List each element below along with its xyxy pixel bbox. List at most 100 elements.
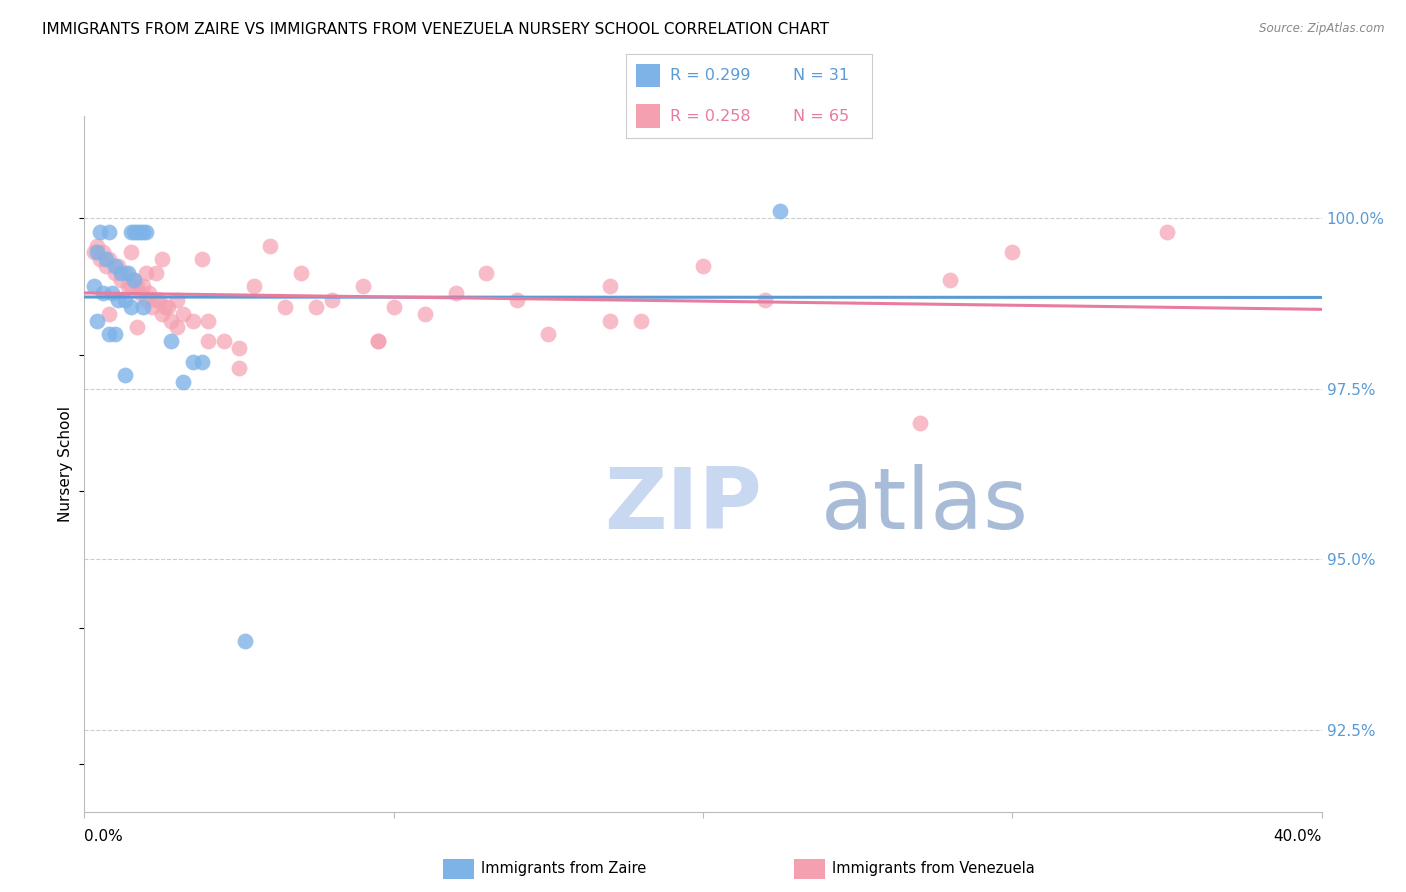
Point	[104, 259, 127, 273]
Point	[506, 293, 529, 307]
Point	[132, 279, 155, 293]
Point	[145, 266, 167, 280]
Text: Immigrants from Zaire: Immigrants from Zaire	[481, 862, 647, 876]
Point	[91, 286, 114, 301]
Point	[228, 361, 250, 376]
Point	[228, 341, 250, 355]
Point	[321, 293, 343, 307]
Point	[135, 266, 157, 280]
Point	[367, 334, 389, 348]
Point	[908, 416, 931, 430]
Point	[141, 300, 163, 314]
Point	[243, 279, 266, 293]
Point	[181, 354, 204, 368]
Point	[122, 273, 145, 287]
Point	[132, 300, 155, 314]
Point	[86, 238, 108, 252]
Point	[259, 238, 281, 252]
Point	[160, 313, 183, 327]
Point	[599, 313, 621, 327]
Point	[537, 327, 560, 342]
Text: 40.0%: 40.0%	[1274, 829, 1322, 844]
Point	[156, 300, 179, 314]
Point	[135, 293, 157, 307]
Text: ZIP: ZIP	[605, 464, 762, 547]
Point	[138, 286, 160, 301]
Point	[129, 225, 152, 239]
Point	[166, 293, 188, 307]
Point	[166, 320, 188, 334]
Point	[98, 252, 121, 267]
Point	[125, 279, 148, 293]
Point	[117, 266, 139, 280]
Point	[120, 279, 142, 293]
Text: atlas: atlas	[821, 464, 1029, 547]
Point	[769, 204, 792, 219]
Point	[91, 245, 114, 260]
Point	[413, 307, 436, 321]
Text: N = 31: N = 31	[793, 68, 849, 83]
Point	[172, 375, 194, 389]
Point	[181, 313, 204, 327]
Point	[98, 225, 121, 239]
Point	[153, 300, 176, 314]
Point	[125, 320, 148, 334]
Point	[101, 286, 124, 301]
Point	[120, 225, 142, 239]
Y-axis label: Nursery School: Nursery School	[58, 406, 73, 522]
Point	[939, 273, 962, 287]
Point	[150, 252, 173, 267]
Point	[120, 300, 142, 314]
Point	[599, 279, 621, 293]
Point	[129, 286, 152, 301]
Point	[444, 286, 467, 301]
Point	[191, 354, 214, 368]
Point	[290, 266, 312, 280]
Point	[233, 634, 256, 648]
Text: R = 0.299: R = 0.299	[669, 68, 751, 83]
Point	[191, 252, 214, 267]
Point	[94, 259, 117, 273]
Point	[83, 245, 105, 260]
Point	[98, 307, 121, 321]
Point	[110, 273, 132, 287]
Point	[148, 293, 170, 307]
Point	[86, 313, 108, 327]
Point	[107, 293, 129, 307]
Point	[145, 293, 167, 307]
Point	[117, 279, 139, 293]
Text: 0.0%: 0.0%	[84, 829, 124, 844]
Point	[86, 245, 108, 260]
Point	[352, 279, 374, 293]
Point	[135, 225, 157, 239]
Point	[110, 266, 132, 280]
Point	[212, 334, 235, 348]
Point	[114, 368, 136, 383]
Point	[94, 252, 117, 267]
Bar	[636, 104, 661, 128]
Point	[172, 307, 194, 321]
Text: N = 65: N = 65	[793, 109, 849, 124]
Point	[114, 266, 136, 280]
Point	[125, 225, 148, 239]
Point	[692, 259, 714, 273]
Point	[367, 334, 389, 348]
Point	[305, 300, 328, 314]
Point	[150, 307, 173, 321]
Point	[122, 273, 145, 287]
Point	[475, 266, 498, 280]
Point	[89, 225, 111, 239]
Point	[1001, 245, 1024, 260]
Point	[382, 300, 405, 314]
Point	[89, 252, 111, 267]
Point	[98, 327, 121, 342]
Point	[197, 313, 219, 327]
Text: Immigrants from Venezuela: Immigrants from Venezuela	[832, 862, 1035, 876]
Text: R = 0.258: R = 0.258	[669, 109, 751, 124]
Point	[104, 327, 127, 342]
Point	[83, 279, 105, 293]
Point	[274, 300, 297, 314]
Text: IMMIGRANTS FROM ZAIRE VS IMMIGRANTS FROM VENEZUELA NURSERY SCHOOL CORRELATION CH: IMMIGRANTS FROM ZAIRE VS IMMIGRANTS FROM…	[42, 22, 830, 37]
Point	[1156, 225, 1178, 239]
Point	[160, 334, 183, 348]
